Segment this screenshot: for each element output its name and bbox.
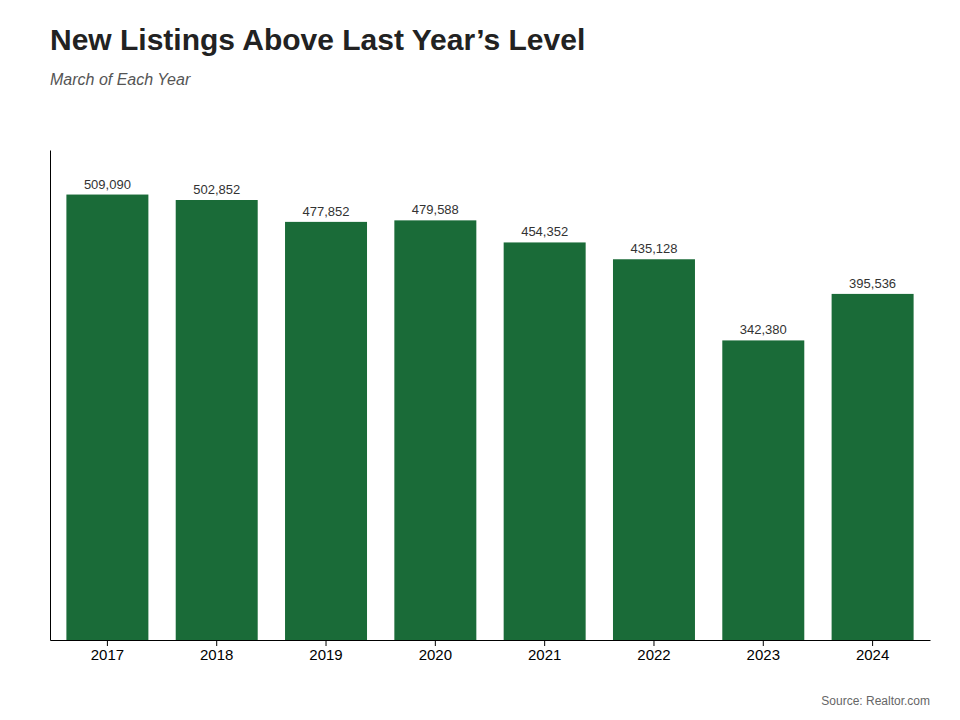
x-tick: 2022 [637,640,670,663]
x-tick: 2020 [419,640,452,663]
x-tick-label: 2022 [637,646,670,663]
x-tick-label: 2023 [747,646,780,663]
data-label: 479,588 [412,202,459,217]
title: New Listings Above Last Year’s Level [50,23,585,56]
x-tick-label: 2020 [419,646,452,663]
x-axis: 2017 2018 2019 2020 2021 2022 2023 2024 [51,640,931,663]
plot: 20172018201920202021202220232024509,0905… [51,151,931,663]
data-label: 509,090 [84,177,131,192]
bar [722,340,804,640]
bar [504,242,586,640]
x-tick-label: 2024 [856,646,889,663]
x-tick: 2023 [747,640,780,663]
data-labels: 509,090 502,852 477,852 479,588 454,352 435,1… [84,177,896,338]
chart: New Listings Above Last Year’s Level Marc… [0,0,960,720]
source: Source: Realtor.com [821,694,930,708]
bar [394,220,476,640]
bar [613,259,695,640]
bar [176,200,258,640]
x-tick: 2018 [200,640,233,663]
x-tick: 2021 [528,640,561,663]
data-label: 502,852 [193,182,240,197]
data-label: 454,352 [521,224,568,239]
bars [66,195,913,640]
data-label: 395,536 [849,276,896,291]
x-tick-label: 2017 [91,646,124,663]
data-label: 477,852 [303,204,350,219]
x-tick-label: 2021 [528,646,561,663]
data-label: 435,128 [630,241,677,256]
bar [832,294,914,640]
bar [66,195,148,640]
bar [285,222,367,640]
x-axis-line [51,640,931,641]
x-tick-label: 2018 [200,646,233,663]
x-tick: 2024 [856,640,889,663]
x-tick: 2017 [91,640,124,663]
x-tick-label: 2019 [309,646,342,663]
data-label: 342,380 [740,322,787,337]
y-axis-line [50,151,51,641]
subtitle: March of Each Year [50,71,191,88]
x-tick: 2019 [309,640,342,663]
y-axis [50,151,51,641]
